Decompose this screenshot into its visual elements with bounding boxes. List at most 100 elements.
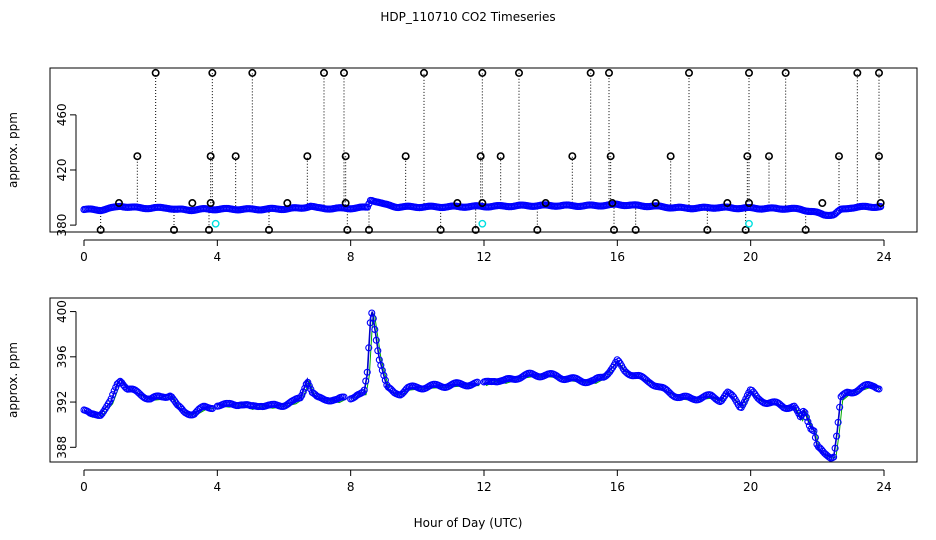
top-outlier-high — [151, 68, 160, 77]
top-outlier-mid — [341, 152, 350, 161]
bottom-y-tick-label: 392 — [55, 391, 69, 414]
bottom-data-point — [802, 413, 810, 421]
bottom-data-point — [371, 325, 379, 334]
bottom-data-point — [305, 382, 313, 390]
bottom-plot-frame — [49, 297, 918, 463]
bottom-data-point — [378, 366, 386, 374]
top-outlier-high — [319, 68, 328, 77]
bottom-data-point — [363, 368, 371, 376]
bottom-y-tick-label: 388 — [55, 436, 69, 459]
top-outlier-near — [723, 199, 732, 208]
bottom-data-point — [372, 336, 380, 344]
top-outlier-low — [264, 225, 273, 234]
top-outlier-mid — [401, 152, 410, 161]
chart-title: HDP_110710 CO2 Timeseries — [380, 10, 555, 24]
top-outlier-mid — [231, 152, 240, 161]
bottom-x-tick-label: 4 — [214, 480, 222, 494]
top-outlier-low — [436, 225, 445, 234]
bottom-x-tick-label: 16 — [610, 480, 625, 494]
bottom-data-point — [825, 453, 833, 461]
top-outlier-low — [741, 225, 750, 234]
top-axes: 0 4 8 12 16 20 24 380 420 460 — [55, 103, 892, 264]
top-outlier-low — [96, 225, 105, 234]
top-outlier-near — [744, 199, 753, 208]
top-outlier-mid — [764, 152, 773, 161]
top-x-tick-label: 24 — [876, 250, 891, 264]
top-outlier-near — [818, 199, 827, 208]
top-outlier-near — [608, 199, 617, 208]
bottom-plot-area — [80, 309, 883, 462]
top-outlier-mid — [666, 152, 675, 161]
bottom-y-tick-label: 400 — [55, 300, 69, 323]
top-x-tick-label: 0 — [80, 250, 88, 264]
bottom-x-tick-label: 8 — [347, 480, 355, 494]
top-outlier-high — [604, 68, 613, 77]
top-outlier-mid — [834, 152, 843, 161]
bottom-data-point — [799, 407, 807, 415]
top-outlier-high — [853, 68, 862, 77]
bottom-data-point — [473, 378, 481, 386]
bottom-data-point — [340, 393, 348, 401]
top-outlier-low — [343, 225, 352, 234]
top-outlier-near — [206, 199, 215, 208]
bottom-data-point — [360, 386, 368, 394]
top-outlier-low — [609, 225, 618, 234]
top-outlier-high — [248, 68, 257, 77]
top-outlier-mid — [496, 152, 505, 161]
bottom-x-tick-label: 24 — [876, 480, 891, 494]
top-outlier-high — [684, 68, 693, 77]
bottom-data-point — [836, 403, 844, 411]
top-x-tick-label: 16 — [610, 250, 625, 264]
top-outlier-mid — [743, 152, 752, 161]
bottom-data-point — [833, 432, 841, 440]
top-data-point — [363, 203, 372, 211]
top-outlier-mid — [568, 152, 577, 161]
top-outlier-near — [651, 199, 660, 208]
bottom-axes: 0 4 8 12 16 20 24 388 392 396 400 — [55, 300, 892, 494]
bottom-data-point — [804, 418, 812, 426]
bottom-data-point — [107, 395, 115, 403]
top-outlier-mid — [476, 152, 485, 161]
bottom-data-point — [374, 347, 382, 355]
top-x-tick-label: 4 — [214, 250, 222, 264]
top-x-tick-label: 12 — [476, 250, 491, 264]
bottom-data-point — [830, 453, 838, 461]
top-x-tick-label: 20 — [743, 250, 758, 264]
top-outlier-mid — [206, 152, 215, 161]
top-y-axis-label: approx. ppm — [6, 112, 20, 188]
top-flagged-point — [478, 219, 487, 228]
x-axis-label: Hour of Day (UTC) — [414, 516, 523, 530]
top-panel: approx. ppm 0 4 8 12 16 20 24 380 420 460 — [6, 67, 918, 264]
bottom-y-axis-label: approx. ppm — [6, 342, 20, 418]
top-outlier-mid — [133, 152, 142, 161]
top-outlier-high — [874, 68, 883, 77]
top-outlier-mid — [874, 152, 883, 161]
top-outlier-low — [471, 225, 480, 234]
top-outlier-near — [283, 199, 292, 208]
bottom-data-point — [110, 387, 118, 395]
bottom-data-point — [742, 395, 750, 403]
top-outlier-near — [115, 199, 124, 208]
top-outlier-low — [703, 225, 712, 234]
top-outlier-low — [205, 225, 214, 234]
bottom-data-point — [362, 377, 370, 385]
bottom-data-point — [875, 385, 883, 393]
bottom-data-point — [369, 314, 377, 323]
top-outlier-near — [341, 199, 350, 208]
bottom-data-point — [299, 388, 307, 396]
top-outlier-high — [781, 68, 790, 77]
top-outlier-low — [170, 225, 179, 234]
bottom-panel: approx. ppm 0 4 8 12 16 20 24 388 392 396 400 — [6, 297, 918, 494]
bottom-data-point — [831, 444, 839, 452]
top-outlier-high — [586, 68, 595, 77]
top-y-tick-label: 420 — [55, 159, 69, 182]
top-y-tick-label: 380 — [55, 214, 69, 237]
top-outlier-high — [339, 68, 348, 77]
top-flagged-point — [745, 219, 753, 228]
top-outlier-high — [514, 68, 523, 77]
bottom-data-point — [811, 433, 819, 442]
top-outlier-mid — [303, 152, 312, 161]
bottom-x-tick-label: 20 — [743, 480, 758, 494]
bottom-data-point — [810, 427, 818, 435]
